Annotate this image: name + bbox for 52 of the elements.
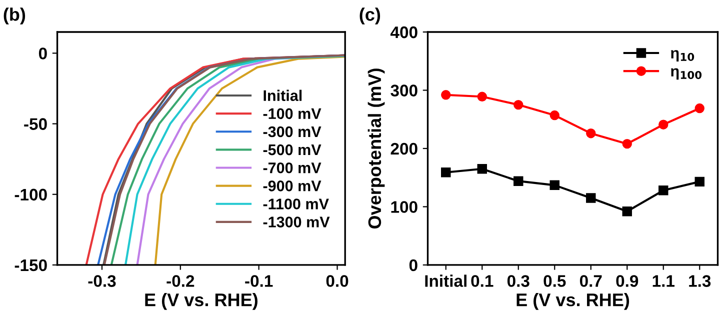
point bbox=[514, 176, 524, 186]
text: (c) bbox=[360, 8, 380, 24]
point bbox=[477, 164, 487, 174]
y-tick-label: -50 bbox=[24, 118, 47, 130]
legend-label: -300 mV bbox=[263, 126, 322, 138]
point bbox=[550, 110, 560, 120]
point bbox=[658, 186, 668, 196]
point bbox=[622, 206, 632, 216]
y-tick-label: -150 bbox=[14, 259, 47, 272]
legend-label: -1300 mV bbox=[263, 216, 330, 228]
point bbox=[550, 180, 560, 190]
point bbox=[441, 167, 451, 178]
legend-label: -500 mV bbox=[263, 144, 322, 156]
x-tick-label: -0.2 bbox=[166, 275, 194, 287]
y-tick-label: 0 bbox=[409, 259, 418, 272]
y-tick-label: 100 bbox=[391, 201, 418, 213]
legend-label: η$_{100}$ bbox=[671, 68, 702, 80]
legend-label: -1100 mV bbox=[263, 198, 329, 210]
y-axis-title: Overpotential (mV) bbox=[368, 68, 385, 228]
text: (b) bbox=[4, 8, 26, 24]
x-tick-label: Initial bbox=[425, 274, 466, 287]
legend-label: -100 mV bbox=[263, 108, 322, 120]
x-tick-label: 1.1 bbox=[652, 275, 674, 287]
x-axis-title: E (V vs. RHE) bbox=[516, 292, 630, 310]
point bbox=[586, 128, 596, 138]
x-tick-label: 0.5 bbox=[544, 275, 566, 287]
point bbox=[694, 176, 704, 187]
point bbox=[441, 90, 451, 100]
y-tick-label: 200 bbox=[390, 142, 418, 155]
x-tick-label: -0.3 bbox=[88, 275, 116, 287]
x-tick-label: 1.3 bbox=[689, 275, 711, 287]
y-tick-label: 400 bbox=[390, 26, 418, 38]
y-tick-label: 0 bbox=[38, 48, 47, 60]
point bbox=[658, 120, 668, 130]
x-tick-label: 0.9 bbox=[616, 275, 638, 287]
legend-label: -700 mV bbox=[263, 162, 322, 174]
y-tick-label: 300 bbox=[390, 84, 418, 96]
x-tick-label: 0.1 bbox=[471, 275, 494, 287]
x-tick-label: -0.1 bbox=[245, 275, 273, 287]
x-tick-label: 0.3 bbox=[507, 275, 530, 287]
point bbox=[694, 103, 704, 114]
point bbox=[622, 138, 632, 149]
legend-label: η$_{10}$ bbox=[671, 50, 694, 62]
point bbox=[586, 193, 596, 203]
legend-label: Initial bbox=[264, 90, 302, 102]
x-tick-label: 0.7 bbox=[580, 275, 602, 287]
x-tick-label: 0.0 bbox=[326, 275, 348, 287]
x-axis-title: E (V vs. RHE) bbox=[145, 292, 258, 310]
legend-label: -900 mV bbox=[263, 180, 322, 192]
y-tick-label: -100 bbox=[14, 188, 47, 201]
point bbox=[477, 92, 487, 102]
point bbox=[514, 100, 524, 110]
